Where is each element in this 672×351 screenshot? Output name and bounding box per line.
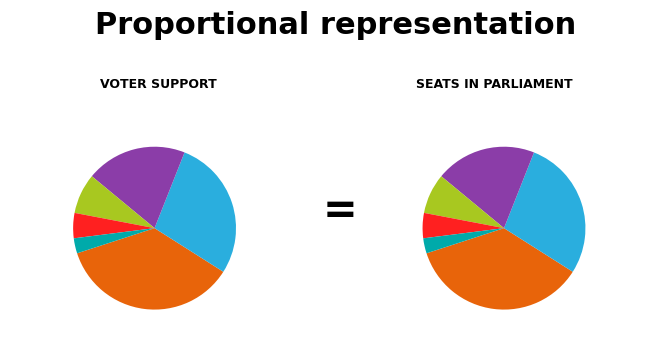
Wedge shape (73, 213, 155, 238)
Wedge shape (155, 152, 236, 272)
Wedge shape (424, 176, 504, 228)
Wedge shape (442, 147, 534, 228)
Text: SEATS IN PARLIAMENT: SEATS IN PARLIAMENT (415, 78, 573, 91)
Wedge shape (423, 228, 504, 253)
Text: Proportional representation: Proportional representation (95, 11, 577, 40)
Wedge shape (92, 147, 185, 228)
Wedge shape (74, 228, 155, 253)
Wedge shape (77, 228, 223, 310)
Wedge shape (423, 213, 504, 238)
Text: =: = (323, 190, 358, 232)
Wedge shape (427, 228, 573, 310)
Wedge shape (75, 176, 155, 228)
Text: VOTER SUPPORT: VOTER SUPPORT (99, 78, 216, 91)
Wedge shape (504, 152, 585, 272)
